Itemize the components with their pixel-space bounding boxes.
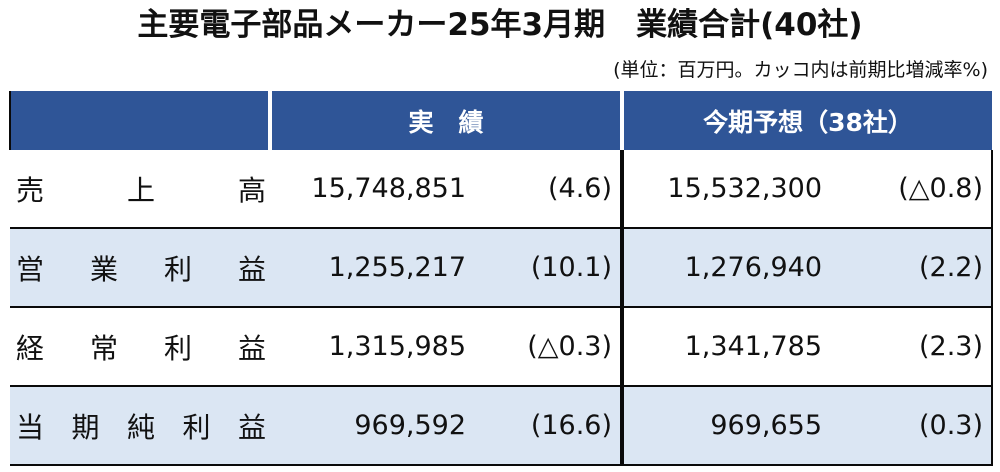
label-char: 利	[163, 252, 192, 286]
label-char: 常	[89, 331, 118, 365]
actual-value: 1,315,985	[270, 307, 476, 387]
label-char: 業	[89, 252, 118, 286]
label-char: 利	[182, 410, 211, 444]
row-label: 当 期 純 利 益	[10, 386, 270, 466]
label-char: 上	[126, 173, 155, 207]
table-row: 売 上 高 15,748,851 (4.6) 15,532,300 (△0.8)	[10, 150, 994, 229]
actual-change: (4.6)	[476, 150, 625, 229]
actual-change: (△0.3)	[476, 307, 625, 387]
forecast-value: 15,532,300	[622, 150, 833, 229]
row-label: 売 上 高	[10, 150, 270, 229]
row-label: 経 常 利 益	[10, 307, 270, 387]
forecast-change: (△0.8)	[832, 150, 994, 229]
actual-change: (10.1)	[476, 228, 625, 308]
header-actual: 実 績	[270, 91, 625, 150]
label-char: 利	[163, 331, 192, 365]
label-char: 期	[71, 410, 100, 444]
results-table: 実 績 今期予想（38社） 売 上 高 15,748,851 (4.6) 15,…	[9, 91, 994, 466]
label-char: 益	[237, 331, 266, 365]
header-forecast: 今期予想（38社）	[622, 91, 993, 150]
actual-value: 1,255,217	[270, 228, 476, 308]
forecast-value: 1,341,785	[622, 307, 833, 387]
forecast-change: (0.3)	[832, 386, 994, 466]
table-row: 当 期 純 利 益 969,592 (16.6) 969,655 (0.3)	[10, 386, 994, 466]
label-char: 益	[237, 410, 266, 444]
label-char: 営	[16, 252, 45, 286]
actual-value: 15,748,851	[270, 150, 476, 229]
forecast-change: (2.3)	[832, 307, 994, 387]
header-blank-cell	[9, 91, 272, 150]
actual-change: (16.6)	[476, 386, 625, 466]
table-row: 営 業 利 益 1,255,217 (10.1) 1,276,940 (2.2)	[10, 228, 994, 308]
actual-value: 969,592	[270, 386, 476, 466]
label-char: 経	[16, 331, 45, 365]
label-char: 益	[237, 252, 266, 286]
forecast-change: (2.2)	[832, 228, 994, 308]
label-char: 純	[126, 410, 155, 444]
row-label: 営 業 利 益	[10, 228, 270, 308]
label-char: 当	[16, 410, 45, 444]
label-char: 売	[16, 173, 45, 207]
table-header-row: 実 績 今期予想（38社）	[9, 91, 993, 150]
table-row: 経 常 利 益 1,315,985 (△0.3) 1,341,785 (2.3)	[10, 307, 994, 387]
label-char: 高	[237, 173, 266, 207]
unit-note: (単位：百万円。カッコ内は前期比増減率%)	[613, 59, 988, 81]
page-title: 主要電子部品メーカー25年3月期 業績合計(40社)	[137, 7, 863, 43]
forecast-value: 1,276,940	[622, 228, 833, 308]
forecast-value: 969,655	[622, 386, 833, 466]
